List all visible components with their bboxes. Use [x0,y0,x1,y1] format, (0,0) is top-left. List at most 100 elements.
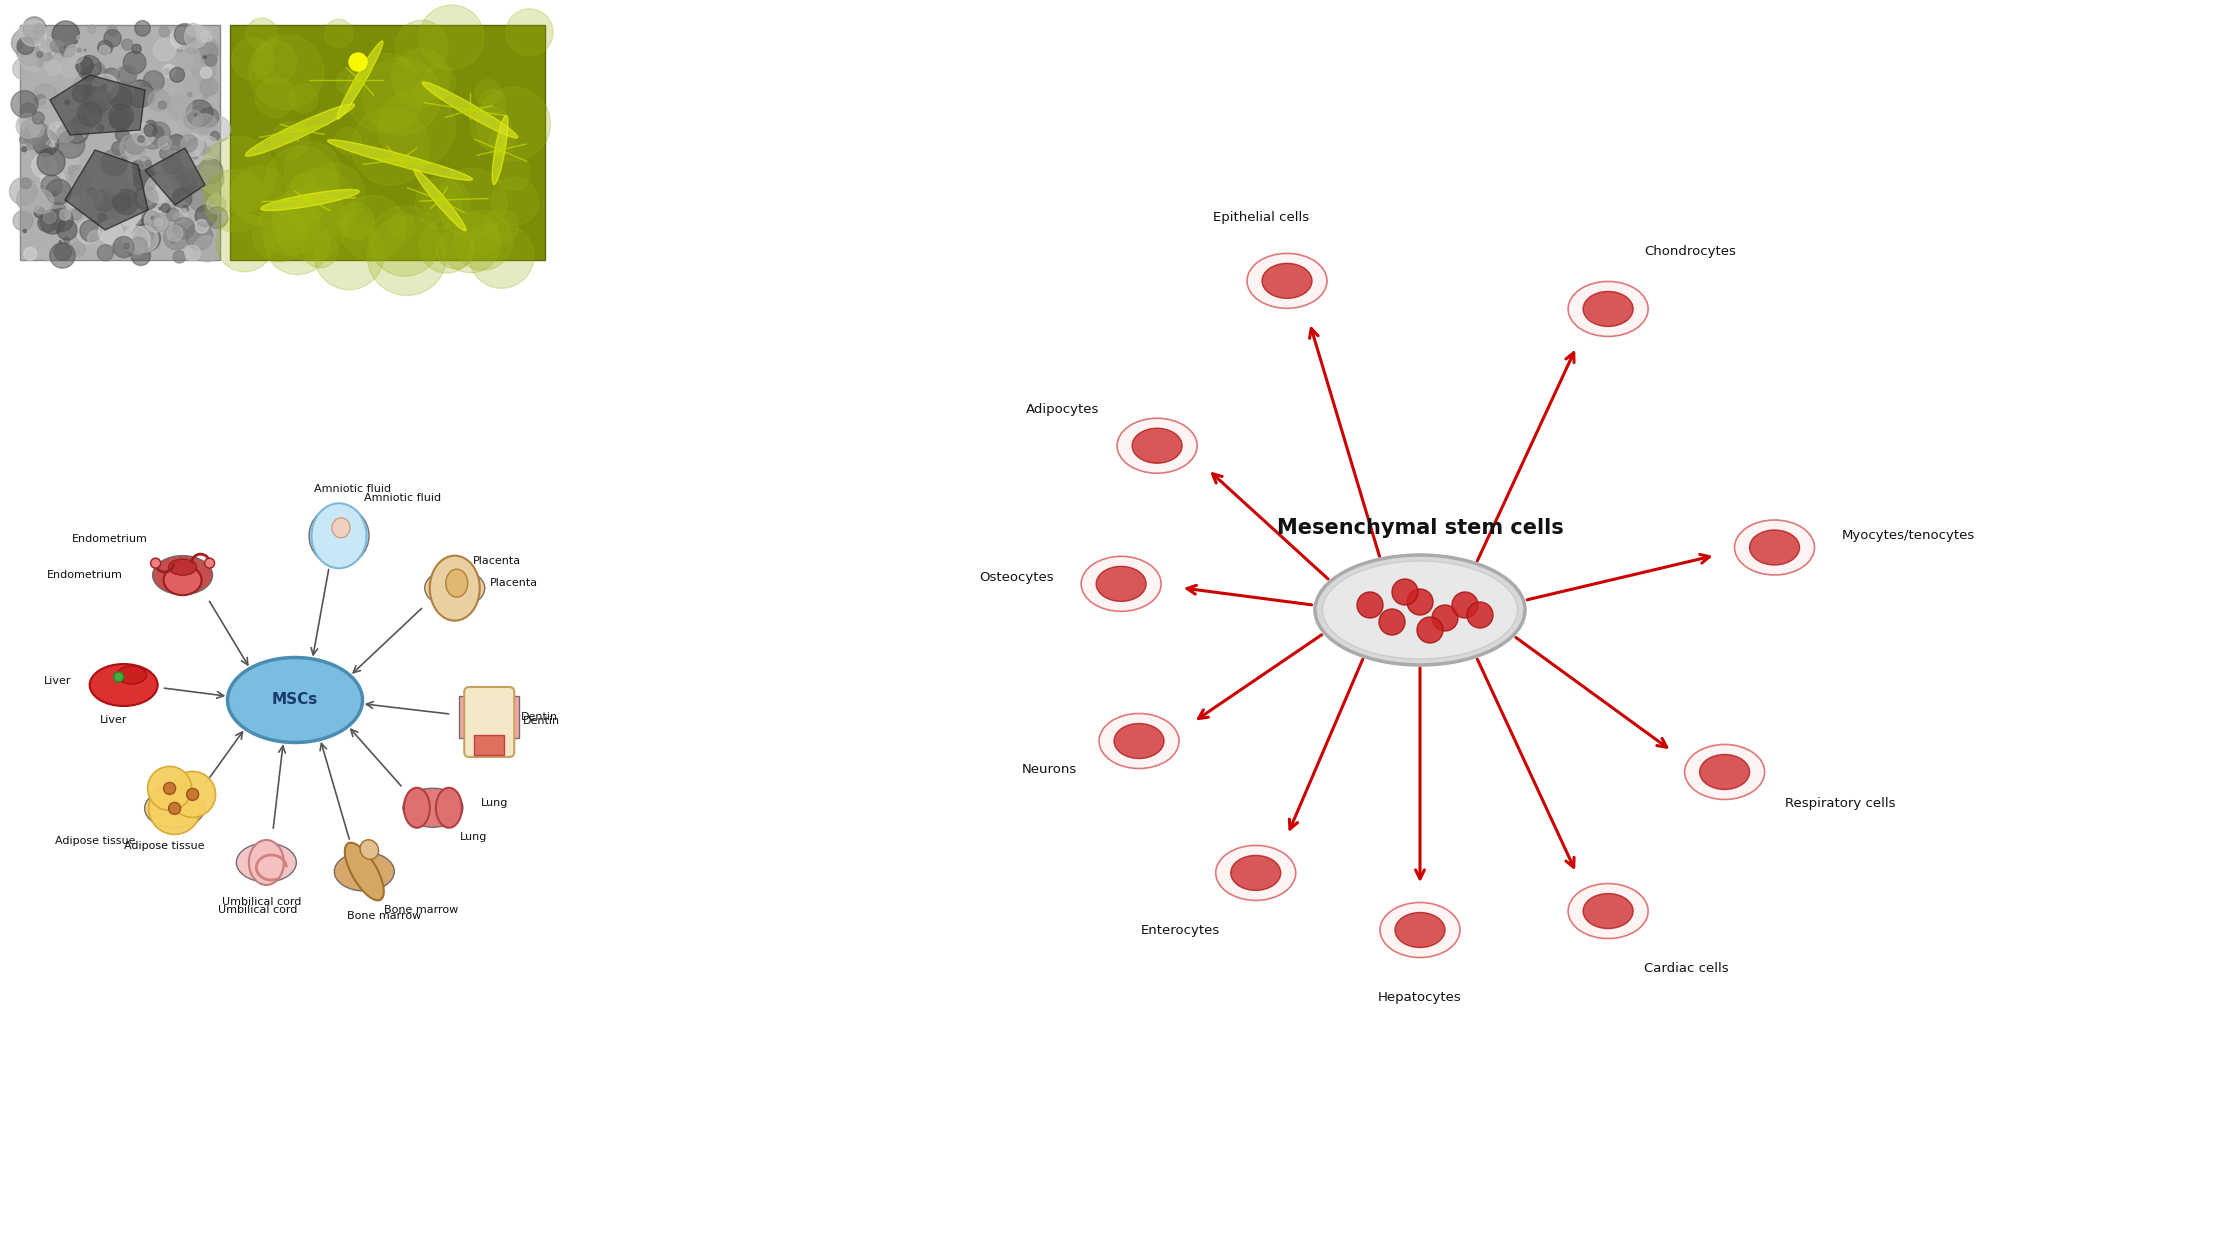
Circle shape [202,32,213,43]
Circle shape [34,25,40,33]
Circle shape [164,68,170,74]
Circle shape [491,178,540,226]
Circle shape [172,189,193,208]
Circle shape [87,231,103,247]
Bar [459,696,520,738]
Circle shape [123,52,146,74]
Circle shape [114,672,123,682]
Text: Enterocytes: Enterocytes [1140,924,1221,937]
Circle shape [392,49,450,107]
Ellipse shape [164,566,202,595]
Ellipse shape [430,556,479,621]
Circle shape [175,213,184,220]
Circle shape [349,53,367,71]
Circle shape [170,67,184,82]
Circle shape [206,207,228,228]
Circle shape [159,26,170,37]
Circle shape [197,165,224,192]
Circle shape [336,69,361,94]
Ellipse shape [1315,554,1525,665]
Circle shape [271,122,309,159]
Circle shape [172,218,195,238]
Circle shape [186,139,206,159]
Circle shape [56,220,76,241]
Ellipse shape [311,503,367,568]
Circle shape [284,169,356,239]
Circle shape [123,122,137,134]
Ellipse shape [1113,723,1165,759]
Circle shape [164,224,188,249]
Circle shape [414,176,470,229]
Ellipse shape [237,843,296,882]
Circle shape [195,219,208,233]
Circle shape [40,209,65,234]
Circle shape [119,135,146,161]
Circle shape [67,195,81,208]
Circle shape [56,125,58,127]
Circle shape [186,100,213,126]
Circle shape [49,40,63,52]
Circle shape [40,242,58,261]
Circle shape [204,169,267,232]
Circle shape [475,79,502,106]
Circle shape [188,189,211,210]
Circle shape [22,16,47,40]
Circle shape [179,135,197,151]
Circle shape [204,54,217,66]
Ellipse shape [1568,883,1649,939]
Circle shape [379,88,455,166]
Circle shape [170,205,175,210]
Circle shape [195,136,220,160]
Circle shape [110,87,132,110]
Circle shape [132,44,141,54]
Circle shape [45,163,49,169]
Text: Adipose tissue: Adipose tissue [56,835,137,845]
Ellipse shape [228,658,363,742]
Circle shape [16,113,40,139]
Circle shape [22,26,47,49]
Circle shape [110,103,134,129]
Circle shape [345,53,423,132]
Circle shape [92,67,99,73]
Text: Bone marrow: Bone marrow [385,905,459,915]
Ellipse shape [361,839,379,859]
Circle shape [484,209,517,243]
Circle shape [45,179,72,204]
Circle shape [125,81,152,107]
Circle shape [49,208,74,232]
Circle shape [22,146,27,151]
Circle shape [264,210,329,275]
Circle shape [83,49,85,52]
Circle shape [13,58,34,79]
Ellipse shape [94,665,155,704]
Circle shape [49,243,76,268]
Circle shape [34,84,58,108]
Circle shape [63,237,69,243]
Circle shape [164,782,175,794]
Circle shape [40,145,52,156]
Circle shape [31,37,54,60]
Circle shape [177,48,184,53]
Ellipse shape [1248,253,1326,309]
Circle shape [134,244,141,251]
Circle shape [25,122,52,150]
Circle shape [40,175,63,197]
Ellipse shape [414,169,466,231]
Circle shape [199,78,217,96]
Circle shape [186,34,195,43]
Circle shape [195,113,197,116]
Circle shape [506,9,553,55]
Circle shape [148,782,202,834]
Text: Liver: Liver [45,675,72,685]
Circle shape [143,123,157,136]
Circle shape [181,145,190,154]
Circle shape [99,40,112,55]
Circle shape [146,209,168,232]
Circle shape [488,129,515,155]
Circle shape [52,52,54,55]
Circle shape [132,226,159,252]
Text: Adipose tissue: Adipose tissue [125,842,204,852]
Circle shape [479,89,506,116]
Circle shape [249,35,325,110]
Circle shape [20,178,31,189]
